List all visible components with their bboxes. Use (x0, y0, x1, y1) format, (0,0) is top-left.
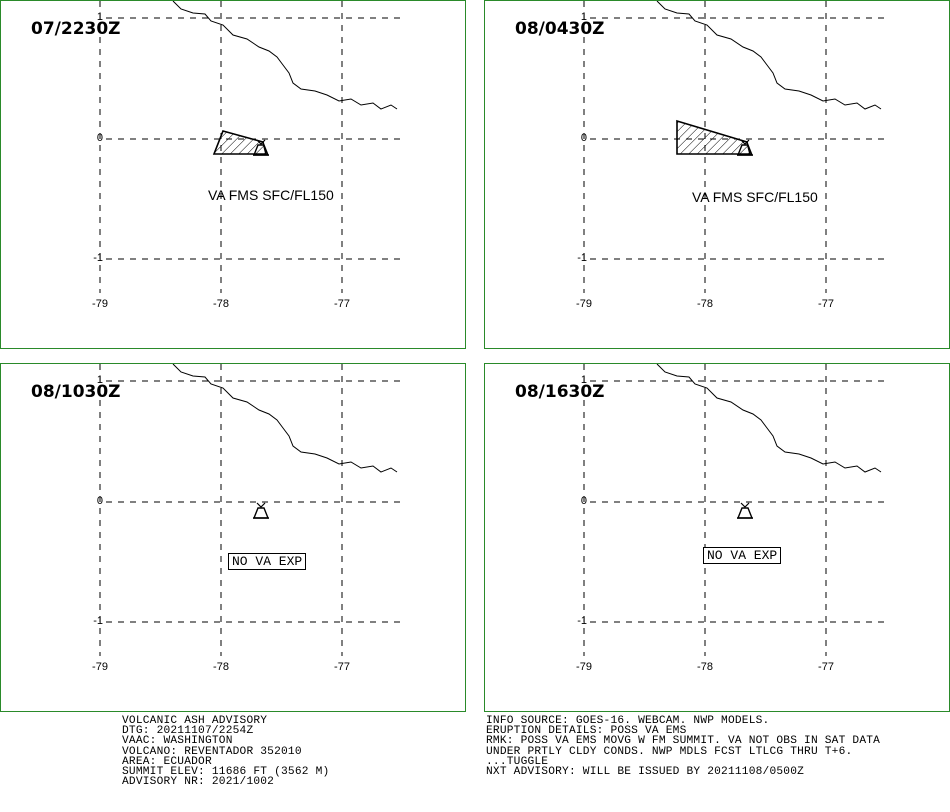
longitude-tick-label: -78 (697, 661, 713, 673)
latitude-tick-label: 1 (96, 374, 103, 386)
footer-line: RMK: POSS VA EMS MOVG W FM SUMMIT. VA NO… (486, 735, 881, 748)
map-canvas (99, 364, 401, 656)
valid-time-label: 08/1630Z (515, 382, 605, 402)
valid-time-label: 08/0430Z (515, 19, 605, 39)
footer-right-block: INFO SOURCE: GOES-16. WEBCAM. NWP MODELS… (486, 715, 881, 779)
longitude-tick-label: -77 (818, 298, 834, 310)
volcano-icon (736, 139, 754, 156)
longitude-tick-label: -77 (334, 298, 350, 310)
longitude-tick-label: -78 (213, 298, 229, 310)
footer-line: VAAC: WASHINGTON (122, 735, 233, 748)
longitude-tick-label: -79 (92, 661, 108, 673)
longitude-tick-label: -77 (818, 661, 834, 673)
footer-line: NXT ADVISORY: WILL BE ISSUED BY 20211108… (486, 766, 805, 779)
footer-line: AREA: ECUADOR (122, 755, 212, 768)
no-ash-expected-label: NO VA EXP (228, 553, 307, 570)
forecast-panel: 08/0430Z 1 0 -1 -79 -78 -77 VA FMS SFC/FL150 (484, 0, 950, 349)
latitude-tick-label: 1 (580, 11, 587, 23)
map-canvas (99, 1, 401, 293)
longitude-tick-label: -78 (697, 298, 713, 310)
footer-line: VOLCANIC ASH ADVISORY (122, 715, 268, 727)
coastline (172, 364, 398, 473)
latitude-tick-label: -1 (577, 252, 587, 264)
forecast-panel: 07/2230Z 1 0 -1 -79 -78 -77 VA FMS SFC/FL150 (0, 0, 466, 349)
longitude-tick-label: -79 (576, 298, 592, 310)
coastline (172, 1, 398, 110)
volcano-icon (252, 502, 270, 519)
longitude-tick-label: -79 (576, 661, 592, 673)
ash-cloud-area (212, 130, 268, 155)
footer-line: DTG: 20211107/2254Z (122, 725, 254, 738)
footer-line: INFO SOURCE: GOES-16. WEBCAM. NWP MODELS… (486, 715, 770, 727)
ash-height-label: VA FMS SFC/FL150 (208, 187, 334, 203)
footer-line: SUMMIT ELEV: 11686 FT (3562 M) (122, 766, 330, 779)
volcano-icon (252, 139, 270, 156)
latitude-tick-label: -1 (93, 615, 103, 627)
latitude-tick-label: -1 (577, 615, 587, 627)
longitude-tick-label: -79 (92, 298, 108, 310)
latitude-tick-label: -1 (93, 252, 103, 264)
forecast-panel: 08/1630Z 1 0 -1 -79 -78 -77 NO VA EXP (484, 363, 950, 712)
latitude-tick-label: 1 (580, 374, 587, 386)
footer-line: ...TUGGLE (486, 755, 549, 768)
map-canvas (583, 1, 885, 293)
valid-time-label: 08/1030Z (31, 382, 121, 402)
forecast-panel: 08/1030Z 1 0 -1 -79 -78 -77 NO VA EXP (0, 363, 466, 712)
map-canvas (583, 364, 885, 656)
coastline (656, 364, 882, 473)
ash-cloud-area (676, 119, 752, 155)
longitude-tick-label: -78 (213, 661, 229, 673)
no-ash-expected-label: NO VA EXP (703, 547, 782, 564)
footer-line: UNDER PRTLY CLDY CONDS. NWP MDLS FCST LT… (486, 745, 853, 758)
latitude-tick-label: 0 (96, 495, 103, 507)
coastline (656, 1, 882, 110)
footer-left-block: VOLCANIC ASH ADVISORY DTG: 20211107/2254… (122, 715, 330, 789)
longitude-tick-label: -77 (334, 661, 350, 673)
valid-time-label: 07/2230Z (31, 19, 121, 39)
footer-line: ADVISORY NR: 2021/1002 (122, 776, 275, 789)
latitude-tick-label: 0 (96, 132, 103, 144)
latitude-tick-label: 1 (96, 11, 103, 23)
footer-line: ERUPTION DETAILS: POSS VA EMS (486, 725, 687, 738)
latitude-tick-label: 0 (580, 132, 587, 144)
latitude-tick-label: 0 (580, 495, 587, 507)
footer-line: VOLCANO: REVENTADOR 352010 (122, 745, 302, 758)
ash-height-label: VA FMS SFC/FL150 (692, 189, 818, 205)
volcano-icon (736, 502, 754, 519)
